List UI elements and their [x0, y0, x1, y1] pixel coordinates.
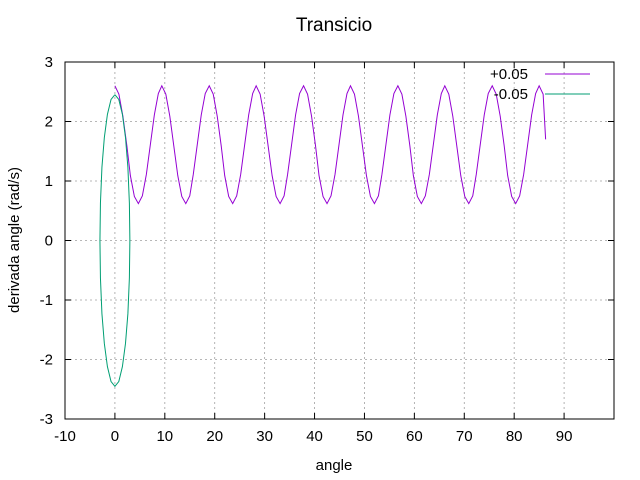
y-tick-label: -1 [40, 292, 53, 309]
y-axis-title: derivada angle (rad/s) [6, 167, 23, 313]
x-tick-label: 80 [506, 428, 523, 445]
x-tick-label: 10 [156, 428, 173, 445]
x-tick-label: 60 [406, 428, 423, 445]
series-layer [99, 84, 547, 388]
y-tick-label: 3 [45, 54, 53, 71]
x-axis-title: angle [316, 457, 353, 474]
x-tick-label: 0 [111, 428, 119, 445]
y-tick-label: -3 [40, 411, 53, 428]
x-tick-label: 50 [356, 428, 373, 445]
y-tick-label: 0 [45, 233, 53, 250]
legend-label: -0.05 [494, 86, 528, 103]
x-tick-label: 90 [556, 428, 573, 445]
x-tick-label: 40 [306, 428, 323, 445]
legend-label: +0.05 [490, 66, 528, 83]
x-tick-label: 20 [206, 428, 223, 445]
chart-title: Transicio [296, 15, 372, 36]
y-tick-label: 2 [45, 114, 53, 131]
grid [65, 62, 614, 419]
y-tick-label: 1 [45, 173, 53, 190]
y-tick-label: -2 [40, 352, 53, 369]
legend: +0.05 -0.05 [490, 66, 590, 103]
x-tick-label: 70 [456, 428, 473, 445]
x-tick-label: 30 [256, 428, 273, 445]
series-line-1 [99, 94, 131, 388]
x-tick-label: -10 [54, 428, 76, 445]
plot-frame [64, 61, 615, 420]
series-line-0 [114, 84, 547, 205]
